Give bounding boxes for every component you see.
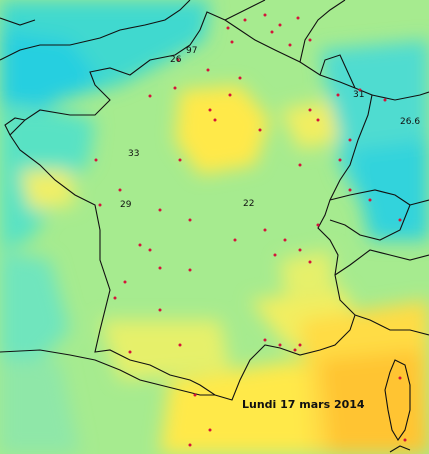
- value-label: 33: [128, 149, 139, 159]
- value-label: 22: [243, 199, 254, 209]
- value-label: 29: [120, 200, 132, 210]
- value-label: 31: [353, 90, 364, 100]
- value-label: 97: [186, 46, 197, 56]
- value-label: 26: [170, 55, 182, 65]
- monitoring-stations: [94, 13, 407, 447]
- value-label: 26.6: [400, 117, 420, 127]
- value-labels: 97 26 33 29 22 31 26.6: [120, 46, 420, 210]
- date-label: Lundi 17 mars 2014: [242, 398, 365, 411]
